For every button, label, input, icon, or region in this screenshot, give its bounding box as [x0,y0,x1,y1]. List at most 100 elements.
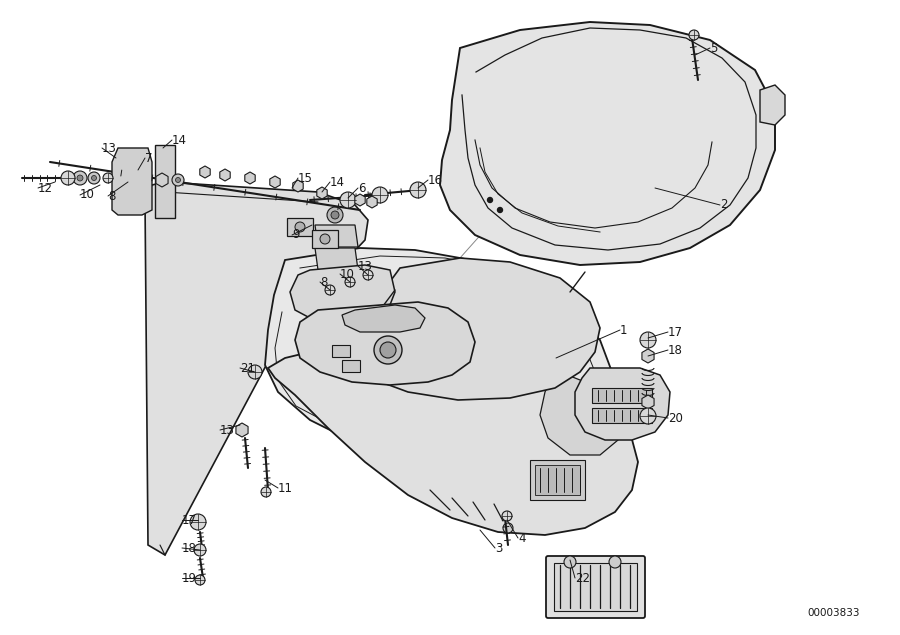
Circle shape [609,556,621,568]
Polygon shape [295,302,475,385]
Text: 19: 19 [182,572,197,584]
Circle shape [374,336,402,364]
Polygon shape [268,348,638,535]
Circle shape [363,270,373,280]
Polygon shape [155,145,175,218]
Text: 13: 13 [102,142,117,154]
Circle shape [172,174,184,186]
Polygon shape [642,395,654,409]
Text: 6: 6 [358,182,365,194]
Polygon shape [156,173,168,187]
Text: 17: 17 [668,326,683,338]
Circle shape [410,182,426,198]
Text: 7: 7 [145,152,152,164]
Text: 8: 8 [320,276,328,288]
Circle shape [502,511,512,521]
Circle shape [77,175,83,181]
Polygon shape [292,180,303,192]
Text: 13: 13 [220,424,235,436]
Bar [342,360,360,372]
Bar [592,388,652,403]
Circle shape [380,342,396,358]
Text: 21: 21 [240,361,255,375]
Polygon shape [315,225,358,247]
Polygon shape [287,218,313,236]
Polygon shape [265,248,615,475]
Polygon shape [575,368,670,440]
Circle shape [331,211,339,219]
Text: 3: 3 [495,542,502,554]
Circle shape [261,487,271,497]
Circle shape [340,192,356,208]
Polygon shape [245,172,256,184]
Circle shape [195,575,205,585]
Polygon shape [367,196,377,208]
Text: 18: 18 [182,542,197,554]
Polygon shape [312,230,338,248]
Polygon shape [642,349,654,363]
Polygon shape [220,169,230,181]
Circle shape [73,171,87,185]
Polygon shape [342,305,425,332]
Bar [592,408,652,423]
Bar [554,563,637,611]
Circle shape [295,222,305,232]
Text: 15: 15 [298,171,313,185]
Circle shape [564,556,576,568]
Polygon shape [355,194,365,206]
Circle shape [92,175,96,180]
Bar [332,345,350,357]
Text: 10: 10 [80,189,94,201]
Text: 13: 13 [358,260,373,272]
Polygon shape [350,258,600,400]
Text: 9: 9 [292,229,300,241]
Circle shape [498,208,502,213]
Circle shape [372,187,388,203]
Circle shape [503,523,513,533]
Text: 14: 14 [330,175,345,189]
Text: 8: 8 [108,189,115,203]
Circle shape [325,285,335,295]
Polygon shape [200,166,211,178]
Text: 10: 10 [340,267,355,281]
Polygon shape [112,148,152,215]
Circle shape [640,408,656,424]
Polygon shape [290,265,395,318]
Text: 14: 14 [172,133,187,147]
Text: 16: 16 [428,173,443,187]
Polygon shape [270,176,280,188]
Circle shape [103,173,113,183]
Text: 2: 2 [720,199,727,211]
FancyBboxPatch shape [546,556,645,618]
Bar [535,465,580,495]
Text: 5: 5 [710,41,717,55]
Text: 18: 18 [668,344,683,356]
Polygon shape [440,22,775,265]
Text: 1: 1 [620,323,627,337]
Bar [530,460,585,500]
Circle shape [88,172,100,184]
Polygon shape [540,370,622,455]
Text: 00003833: 00003833 [807,608,860,618]
Circle shape [320,234,330,244]
Polygon shape [317,187,328,199]
Polygon shape [236,423,248,437]
Text: 17: 17 [182,514,197,526]
Text: 22: 22 [575,572,590,584]
Circle shape [190,514,206,530]
Circle shape [176,178,181,182]
Polygon shape [145,182,368,555]
Polygon shape [760,85,785,125]
Circle shape [194,544,206,556]
Text: 20: 20 [668,411,683,425]
Polygon shape [315,248,358,270]
Circle shape [640,332,656,348]
Text: 12: 12 [38,182,53,194]
Circle shape [248,365,262,379]
Text: 4: 4 [518,531,526,544]
Circle shape [327,207,343,223]
Circle shape [61,171,75,185]
Circle shape [689,30,699,40]
Text: 11: 11 [278,481,293,495]
Circle shape [345,277,355,287]
